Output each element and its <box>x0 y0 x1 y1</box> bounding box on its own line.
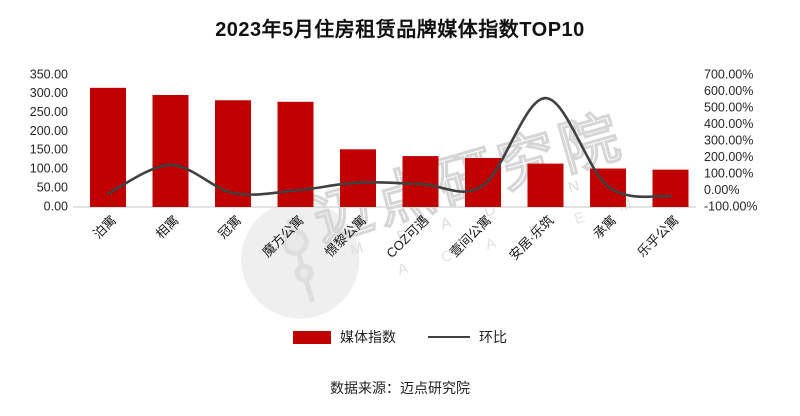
media-index-bar <box>153 95 189 207</box>
media-index-bar <box>653 170 689 207</box>
legend-bar-label: 媒体指数 <box>340 327 396 347</box>
media-index-bar <box>403 156 439 207</box>
y-axis-right-tick: -100.00% <box>704 199 758 213</box>
chart-title: 2023年5月住房租赁品牌媒体指数TOP10 <box>0 13 800 42</box>
y-axis-right-tick: 400.00% <box>704 117 753 131</box>
legend-line-label: 环比 <box>479 327 507 347</box>
category-label: 承寓 <box>590 213 619 242</box>
combo-chart: 350.00 300.00 250.00 200.00 150.00 100.00 50.0… <box>0 0 800 416</box>
y-axis-left-tick: 100.00 <box>30 162 68 176</box>
y-axis-left-tick: 350.00 <box>30 67 68 81</box>
category-label: 泊寓 <box>90 213 119 242</box>
category-label: COZ可遇 <box>383 213 431 261</box>
data-source-note: 数据来源：迈点研究院 <box>0 378 800 398</box>
legend-line-swatch <box>428 336 470 338</box>
y-axis-right-tick: 100.00% <box>704 166 753 180</box>
category-label: 乐乎公寓 <box>634 213 681 260</box>
category-label: 魔方公寓 <box>259 213 306 260</box>
y-axis-left-tick: 50.00 <box>37 180 68 194</box>
y-axis-right-tick: 500.00% <box>704 100 753 114</box>
category-label: 相寓 <box>153 213 182 242</box>
y-axis-left-tick: 150.00 <box>30 143 68 157</box>
media-index-bar <box>465 158 501 207</box>
media-index-bar <box>215 100 251 207</box>
y-axis-right-tick: 0.00% <box>704 183 739 197</box>
y-axis-right-tick: 600.00% <box>704 84 753 98</box>
category-label: 憬黎公寓 <box>322 213 369 260</box>
y-axis-right-tick: 300.00% <box>704 133 753 147</box>
media-index-bar <box>340 149 376 207</box>
y-axis-left-tick: 0.00 <box>44 199 68 213</box>
y-axis-right-tick: 200.00% <box>704 150 753 164</box>
mom-change-line <box>108 98 671 197</box>
category-label: 冠寓 <box>215 213 244 242</box>
category-label: 壹间公寓 <box>447 213 494 260</box>
category-label: 安居·乐筑 <box>506 213 556 263</box>
y-axis-left-tick: 300.00 <box>30 86 68 100</box>
chart-legend: 媒体指数 环比 <box>0 327 800 347</box>
y-axis-left-tick: 250.00 <box>30 105 68 119</box>
media-index-bar <box>90 88 126 207</box>
legend-bar-swatch <box>293 331 331 344</box>
y-axis-left-tick: 200.00 <box>30 124 68 138</box>
media-index-bar <box>528 164 564 207</box>
y-axis-right-tick: 700.00% <box>704 67 753 81</box>
